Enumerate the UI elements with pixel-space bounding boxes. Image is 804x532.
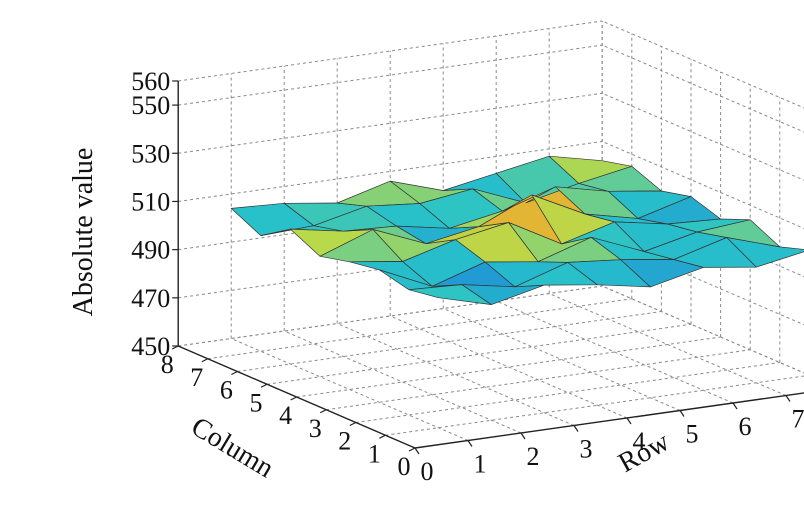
column-tick-mark <box>319 409 327 414</box>
row-tick-mark <box>626 417 632 425</box>
column-tick-label: 6 <box>220 376 233 405</box>
row-tick-label: 2 <box>527 442 540 471</box>
surface <box>230 155 804 305</box>
column-tick-label: 8 <box>161 350 174 379</box>
row-tick-mark <box>679 410 685 417</box>
row-tick-mark <box>732 402 738 410</box>
row-tick-mark <box>520 432 526 440</box>
side-wall-grid-line <box>602 285 804 374</box>
row-tick-label: 5 <box>686 420 699 449</box>
z-tick-label: 490 <box>131 236 170 265</box>
column-tick-mark <box>290 396 297 401</box>
column-tick-label: 0 <box>398 452 411 481</box>
floor-grid-line <box>296 336 721 398</box>
z-tick-label: 530 <box>131 139 170 168</box>
floor-grid-line <box>390 315 628 419</box>
back-wall-grid-line <box>178 92 603 154</box>
back-wall-grid-line <box>178 20 603 82</box>
row-tick-mark <box>467 440 473 447</box>
column-tick-label: 7 <box>190 363 203 392</box>
floor-grid-line <box>385 375 804 436</box>
floor-grid-line <box>231 338 469 441</box>
row-tick-label: 6 <box>739 412 752 441</box>
surface-cell <box>726 237 804 268</box>
column-tick-label: 3 <box>309 414 322 443</box>
z-tick-label: 550 <box>131 91 170 120</box>
z-tick-label: 510 <box>131 187 170 216</box>
row-axis-label: Row <box>613 426 675 479</box>
column-tick-label: 4 <box>279 401 292 430</box>
row-tick-mark <box>414 447 420 455</box>
floor-grid-line <box>326 349 751 411</box>
floor-grid-line <box>237 311 662 372</box>
side-wall-grid-line <box>602 44 804 133</box>
row-tick-label: 7 <box>792 405 804 434</box>
side-wall-grid-line <box>602 20 804 109</box>
floor-grid-line <box>284 330 522 434</box>
z-tick-label: 470 <box>131 284 170 313</box>
row-tick-mark <box>785 395 791 402</box>
column-tick-mark <box>201 358 209 363</box>
floor-grid-line <box>496 300 734 404</box>
row-tick-mark <box>573 425 579 432</box>
column-tick-mark <box>260 383 268 388</box>
column-tick-label: 1 <box>368 439 381 468</box>
z-tick-label: 450 <box>131 332 170 361</box>
column-tick-mark <box>349 421 357 427</box>
back-wall-grid-line <box>178 140 603 202</box>
floor-grid-line <box>207 298 632 360</box>
row-tick-label: 4 <box>633 427 646 456</box>
back-wall-grid-line <box>178 285 603 347</box>
column-tick-label: 2 <box>338 427 351 456</box>
column-tick-mark <box>231 370 238 376</box>
floor-grid-line <box>602 285 804 374</box>
z-tick-label: 560 <box>131 67 170 96</box>
column-tick-mark <box>379 434 386 439</box>
column-tick-label: 5 <box>250 388 263 417</box>
floor-grid-line <box>443 308 681 411</box>
tick-labels: 012345678012345678450470490510530550560 <box>131 67 804 486</box>
floor-grid-line <box>355 362 780 423</box>
row-tick-label: 0 <box>421 457 434 486</box>
row-tick-label: 1 <box>474 450 487 479</box>
row-tick-label: 3 <box>580 435 593 464</box>
floor-grid-line <box>266 323 692 385</box>
floor-grid-line <box>337 323 575 426</box>
side-wall-grid-line <box>602 140 804 229</box>
column-tick-mark <box>408 447 416 452</box>
side-wall-grid-line <box>602 92 804 181</box>
z-axis-label: Absolute value <box>68 148 99 317</box>
column-axis-label: Column <box>186 411 279 484</box>
axes-box <box>171 80 804 455</box>
side-wall-grid-line <box>602 237 804 326</box>
back-wall-grid-line <box>178 44 603 106</box>
